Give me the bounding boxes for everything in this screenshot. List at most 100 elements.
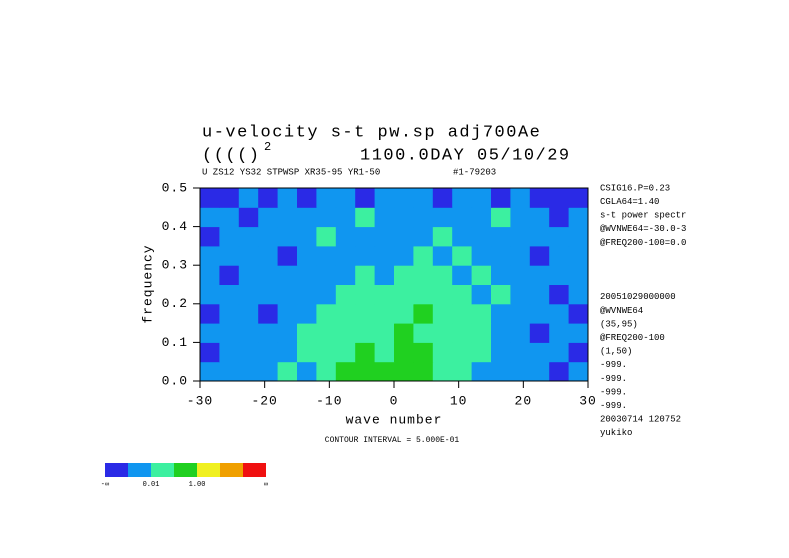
heatmap-cell (529, 342, 550, 363)
heatmap-cell (238, 188, 259, 208)
heatmap-cell (335, 361, 356, 382)
heatmap-cell (355, 323, 376, 343)
heatmap-cell (452, 226, 473, 247)
heatmap-cell (277, 188, 298, 208)
y-axis-label: frequency (140, 244, 155, 323)
x-axis-label: wave number (346, 412, 443, 427)
heatmap-cell (452, 323, 473, 343)
heatmap-cell (510, 226, 531, 247)
side-note: 20051029000000 (600, 292, 676, 302)
heatmap-cell (491, 284, 511, 305)
heatmap-cell (238, 342, 259, 363)
heatmap-cell (258, 284, 279, 305)
side-note: yukiko (600, 428, 632, 438)
heatmap-cell (355, 284, 376, 305)
heatmap-cell (297, 265, 317, 285)
heatmap-cell (316, 323, 337, 343)
heatmap-cell (219, 265, 240, 285)
heatmap-cell (238, 226, 259, 247)
heatmap-cell (297, 188, 317, 208)
side-note: @FREQ200-100=0.0 (600, 238, 686, 248)
heatmap-cell (394, 284, 414, 305)
chart-title-line3: 1100.0DAY 05/10/29 (360, 146, 571, 165)
heatmap-cell (277, 226, 298, 247)
heatmap-cell (549, 303, 570, 324)
heatmap-cell (335, 265, 356, 285)
heatmap-cell (394, 342, 414, 363)
heatmap-cell (200, 361, 220, 382)
heatmap-cell (471, 342, 492, 363)
heatmap-cell (200, 245, 220, 266)
colorbar-box (151, 463, 174, 477)
heatmap-cell (413, 303, 434, 324)
heatmap-cell (491, 342, 511, 363)
heatmap-cell (549, 323, 570, 343)
heatmap-cell (413, 265, 434, 285)
heatmap-cell (238, 303, 259, 324)
heatmap-cell (432, 284, 453, 305)
heatmap-cell (200, 342, 220, 363)
x-tick-label: -20 (251, 393, 277, 408)
heatmap-cell (219, 284, 240, 305)
side-note: s-t power spectr (600, 211, 686, 221)
side-note: CSIG16.P=0.23 (600, 183, 670, 193)
heatmap-cell (355, 342, 376, 363)
heatmap-cell (355, 265, 376, 285)
heatmap-cell (355, 361, 376, 382)
heatmap-cell (219, 226, 240, 247)
heatmap-cell (549, 284, 570, 305)
heatmap-cell (355, 188, 376, 208)
heatmap-cell (510, 303, 531, 324)
heatmap-cell (471, 303, 492, 324)
heatmap-cell (258, 361, 279, 382)
heatmap-cell (316, 284, 337, 305)
side-note: CGLA64=1.40 (600, 197, 659, 207)
heatmap-cell (258, 323, 279, 343)
x-tick-label: 20 (515, 393, 533, 408)
colorbar-box (128, 463, 151, 477)
heatmap-cell (394, 323, 414, 343)
heatmap-cell (549, 188, 570, 208)
heatmap-cell (413, 323, 434, 343)
heatmap-cell (452, 207, 473, 228)
heatmap-cell (549, 245, 570, 266)
heatmap-cell (471, 265, 492, 285)
heatmap-cell (316, 188, 337, 208)
heatmap-cell (277, 361, 298, 382)
side-note: (1,50) (600, 347, 632, 357)
heatmap-cell (238, 245, 259, 266)
heatmap-cell (491, 361, 511, 382)
x-tick-label: -30 (187, 393, 213, 408)
heatmap-cell (529, 361, 550, 382)
heatmap-cell (413, 361, 434, 382)
colorbar-label: -∞ (101, 481, 109, 489)
heatmap-cell (491, 207, 511, 228)
heatmap-cell (297, 303, 317, 324)
heatmap-cell (277, 284, 298, 305)
heatmap-cell (471, 245, 492, 266)
heatmap-cell (432, 342, 453, 363)
side-note: (35,95) (600, 319, 638, 329)
heatmap-cell (549, 361, 570, 382)
heatmap-cell (316, 245, 337, 266)
heatmap-cell (219, 323, 240, 343)
heatmap-cell (549, 226, 570, 247)
heatmap-cell (432, 265, 453, 285)
heatmap-cell (432, 226, 453, 247)
side-note: @WVNWE64 (600, 306, 643, 316)
heatmap-cell (413, 226, 434, 247)
heatmap-cell (471, 361, 492, 382)
heatmap-cell (452, 303, 473, 324)
y-tick-label: 0.2 (162, 296, 188, 311)
heatmap-cell (394, 303, 414, 324)
heatmap-cell (394, 188, 414, 208)
colorbar-label: 0.01 (143, 481, 160, 489)
heatmap-cell (432, 207, 453, 228)
heatmap-cell (277, 323, 298, 343)
heatmap-cell (316, 226, 337, 247)
heatmap-cell (432, 303, 453, 324)
heatmap-cell (374, 284, 395, 305)
heatmap-cell (491, 265, 511, 285)
heatmap-cell (335, 226, 356, 247)
